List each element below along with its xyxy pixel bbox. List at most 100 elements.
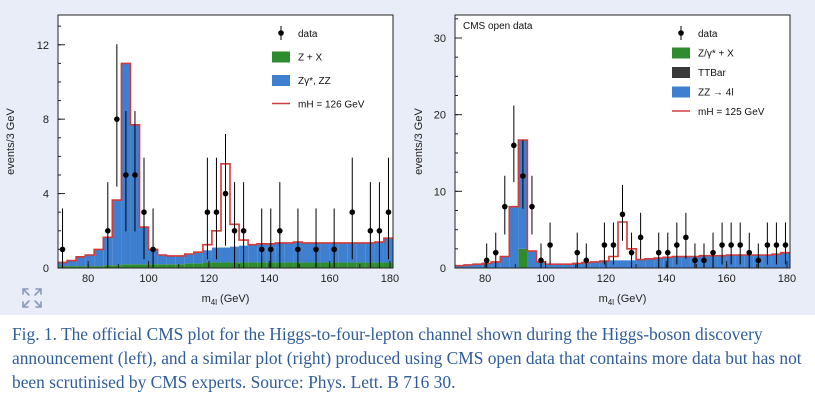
- data-point: [782, 242, 789, 248]
- histogram-bar: [302, 262, 312, 268]
- data-point: [728, 242, 734, 248]
- histogram-bar: [320, 242, 330, 263]
- histogram-bar: [356, 262, 366, 268]
- histogram-bar: [184, 254, 194, 264]
- x-tick-label: 160: [320, 273, 338, 285]
- figure-panel: 80 100 120 140 160 180 0 4 8 12 m4l (GeV) events/3 …: [0, 0, 815, 315]
- histogram-bar: [500, 256, 510, 268]
- histogram-bar: [112, 200, 122, 266]
- y-tick-label: 30: [434, 33, 446, 45]
- legend-data-marker: [678, 30, 684, 36]
- data-point: [601, 242, 608, 248]
- histogram-bar: [157, 264, 167, 268]
- data-point: [773, 242, 780, 248]
- x-axis-label: m4l (GeV): [202, 293, 250, 307]
- y-tick-label: 0: [440, 263, 446, 275]
- y-tick-label: 10: [434, 186, 446, 198]
- histogram-bar: [518, 248, 528, 268]
- data-point: [132, 172, 138, 178]
- histogram-bar: [636, 259, 646, 268]
- legend-label: Z/γ* + X: [698, 49, 734, 60]
- data-point: [367, 227, 374, 234]
- expand-arrows-icon[interactable]: [20, 286, 44, 310]
- legend-item: mH = 125 GeV: [672, 107, 765, 118]
- y-axis: 0 4 8 12: [37, 25, 65, 275]
- data-point: [114, 116, 120, 122]
- x-tick-label: 180: [778, 273, 796, 285]
- data-point: [538, 257, 544, 264]
- x-tick-label: 80: [479, 273, 491, 285]
- figure-caption: Fig. 1. The official CMS plot for the Hi…: [12, 324, 802, 392]
- data-point: [277, 227, 283, 234]
- y-tick-label: 4: [43, 189, 49, 201]
- data-point: [764, 242, 771, 248]
- y-axis-label: events/3 GeV: [5, 108, 17, 175]
- histogram-bar: [509, 206, 519, 268]
- data-point: [59, 246, 66, 253]
- data-point: [213, 209, 220, 215]
- y-axis-label: events/3 GeV: [413, 108, 425, 175]
- legend-swatch: [672, 67, 690, 78]
- histogram-bar: [175, 255, 185, 265]
- plot-frame: [57, 14, 394, 269]
- histogram-bar: [166, 264, 176, 268]
- histogram-bar: [94, 266, 104, 268]
- data-point: [701, 257, 707, 264]
- data-point: [692, 257, 698, 264]
- histogram-bar: [383, 262, 393, 268]
- histogram-bar: [302, 242, 312, 263]
- histogram-bar: [681, 256, 691, 268]
- histogram-bar: [94, 249, 104, 267]
- histogram-bar: [220, 262, 231, 268]
- x-tick-label: 100: [536, 273, 554, 285]
- official-cms-plot: 80 100 120 140 160 180 0 4 8 12 m4l (GeV) events/3 …: [0, 0, 408, 315]
- legend-swatch: [672, 86, 690, 98]
- histogram-bar: [67, 266, 77, 268]
- legend-label: mH = 125 GeV: [698, 107, 765, 118]
- official-cms-chart: 80 100 120 140 160 180 0 4 8 12 m4l (GeV) events/3 …: [5, 14, 399, 307]
- data-point: [501, 203, 508, 210]
- legend-swatch: [272, 75, 290, 86]
- histogram-bar: [130, 264, 140, 268]
- histogram-bar: [139, 264, 149, 268]
- data-point: [295, 246, 301, 253]
- x-tick-label: 80: [82, 273, 94, 285]
- legend-item: Z/γ* + X: [672, 47, 734, 60]
- histogram-bar: [202, 262, 212, 268]
- data-point: [610, 242, 617, 248]
- legend-item: Z + X: [272, 51, 323, 64]
- histogram-bar: [248, 244, 258, 263]
- data-point: [267, 246, 274, 253]
- y-tick-label: 12: [37, 40, 49, 52]
- data-point: [313, 246, 319, 253]
- legend-item: TTBar: [672, 67, 726, 79]
- histogram-bar: [184, 263, 194, 268]
- histogram-bar: [554, 264, 564, 268]
- data-point: [231, 227, 238, 234]
- x-tick-label: 140: [657, 273, 675, 285]
- histogram-bar: [193, 263, 203, 268]
- chart-title: CMS open data: [463, 21, 533, 32]
- histogram-bar: [527, 251, 537, 268]
- data-point: [141, 209, 147, 215]
- histogram-bar: [464, 264, 474, 268]
- legend-item: data: [678, 26, 718, 40]
- data-point: [258, 246, 265, 253]
- legend-swatch: [272, 51, 290, 63]
- legend-item: mH = 126 GeV: [272, 100, 365, 111]
- histogram-bar: [284, 242, 294, 263]
- legend-swatch: [672, 47, 690, 59]
- data-point: [574, 249, 581, 256]
- data-point: [376, 227, 383, 234]
- histogram-bar: [590, 261, 600, 268]
- histogram-bar: [320, 262, 330, 268]
- histogram-bar: [338, 242, 348, 263]
- histogram-bar: [617, 260, 628, 268]
- data-point: [719, 242, 725, 248]
- histogram-bar: [545, 264, 555, 268]
- legend-data-marker: [278, 30, 284, 36]
- histogram-bar: [220, 247, 231, 263]
- histogram-bar: [76, 266, 86, 268]
- data-point: [222, 190, 229, 197]
- legend-label: Zγ*, ZZ: [298, 76, 331, 87]
